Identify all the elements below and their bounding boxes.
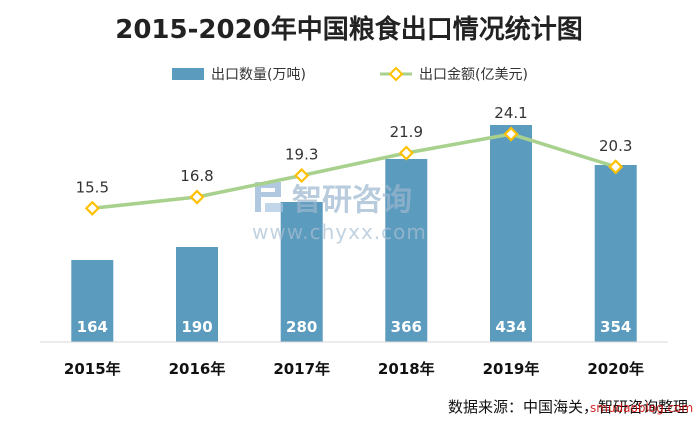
bars-layer: 164 190 280 366 434 354 — [71, 125, 637, 342]
x-tick-label: 2016年 — [169, 360, 226, 378]
line-value-label: 16.8 — [180, 167, 213, 185]
watermark-logo-icon — [255, 182, 283, 212]
bar-2015年 — [71, 260, 114, 342]
legend-label-bar: 出口数量(万吨) — [211, 67, 306, 83]
watermark-url: www.chyxx.com — [252, 220, 427, 244]
legend: 出口数量(万吨) 出口金额(亿美元) — [172, 66, 528, 83]
line-point-marker — [608, 159, 624, 175]
x-tick-label: 2015年 — [64, 360, 121, 378]
line-point-marker — [398, 145, 414, 161]
x-tick-labels: 2015年 2016年 2017年 2018年 2019年 2020年 — [64, 360, 644, 378]
line-value-label: 24.1 — [494, 104, 527, 122]
bar-value-label: 366 — [391, 318, 422, 336]
legend-marker-diamond — [388, 66, 404, 82]
legend-swatch-bar — [172, 68, 204, 80]
line-value-label: 15.5 — [76, 178, 109, 196]
line-point-marker — [503, 126, 519, 142]
bar-value-label: 280 — [286, 318, 317, 336]
line-value-label: 21.9 — [390, 123, 423, 141]
bar-2019年 — [490, 125, 532, 342]
line-point-marker — [294, 167, 310, 184]
x-tick-label: 2018年 — [378, 360, 435, 378]
x-tick-label: 2020年 — [587, 360, 644, 378]
bar-2016年 — [176, 247, 218, 342]
line-point-marker — [189, 189, 205, 205]
bar-value-label: 190 — [181, 318, 212, 336]
bar-2018年 — [385, 159, 428, 342]
x-tick-label: 2019年 — [483, 360, 540, 378]
line-value-label: 19.3 — [285, 146, 318, 164]
line-point-marker — [84, 200, 100, 216]
chart-title: 2015-2020年中国粮食出口情况统计图 — [115, 14, 583, 45]
bar-value-label: 164 — [77, 318, 108, 336]
watermark: 智研咨询 www.chyxx.com — [252, 182, 427, 244]
x-tick-label: 2017年 — [273, 360, 330, 378]
bar-2020年 — [594, 165, 637, 342]
source-stamp: smudaoblog.com — [590, 401, 693, 415]
bar-value-label: 434 — [495, 318, 526, 336]
line-value-label: 20.3 — [599, 137, 632, 155]
line-layer: 15.5 16.8 19.3 21.9 24.1 20.3 — [76, 104, 632, 216]
source-text: 数据来源：中国海关，智研咨询整理 — [448, 398, 688, 416]
bar-value-label: 354 — [600, 318, 631, 336]
legend-label-line: 出口金额(亿美元) — [419, 67, 528, 83]
bar-2017年 — [280, 202, 323, 342]
watermark-brand: 智研咨询 — [292, 183, 412, 218]
line-series-amount — [92, 132, 617, 211]
